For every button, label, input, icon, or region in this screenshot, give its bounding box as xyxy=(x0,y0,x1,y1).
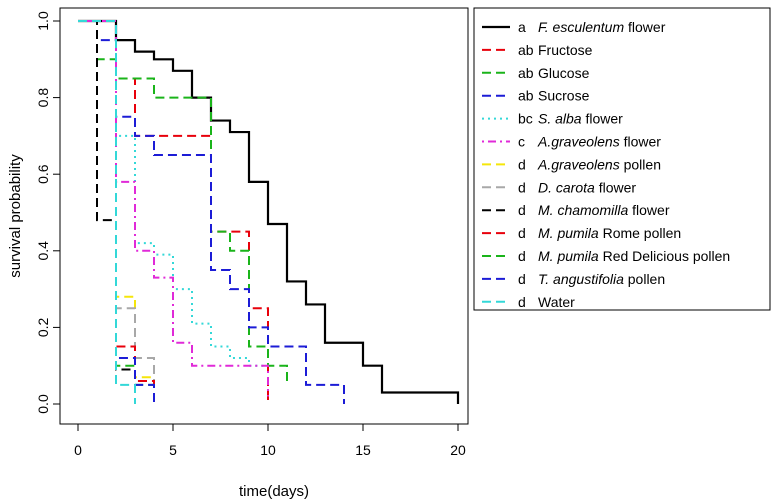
y-axis: 0.0 0.2 0.4 0.6 0.8 1.0 xyxy=(35,11,60,414)
legend-entry-11: d M. pumila Red Delicious pollen xyxy=(518,248,730,264)
legend-box xyxy=(473,7,771,311)
legend-label: Fructose xyxy=(538,42,593,58)
y-tick-label: 0.4 xyxy=(35,241,51,261)
legend-label: Water xyxy=(538,294,575,310)
legend-entry-3: ab Glucose xyxy=(518,65,590,81)
plot-frame xyxy=(59,7,469,425)
legend-suffix: flower xyxy=(624,19,666,35)
y-tick-label: 0.2 xyxy=(35,317,51,337)
legend-species: T. angustifolia xyxy=(538,271,624,287)
legend-species: M. pumila xyxy=(538,248,599,264)
x-tick-label: 5 xyxy=(169,442,177,458)
legend-label: Glucose xyxy=(538,65,590,81)
series-line-3 xyxy=(78,20,288,385)
legend-entry-6: c A.graveolens flower xyxy=(518,134,661,150)
series-line-4 xyxy=(78,20,345,404)
legend-group-letter: d xyxy=(518,156,526,172)
x-axis-title: time(days) xyxy=(239,483,309,500)
x-tick-label: 0 xyxy=(74,442,82,458)
legend-entry-7: d A.graveolens pollen xyxy=(518,156,661,172)
x-tick-label: 15 xyxy=(355,442,371,458)
legend-entry-5: bc S. alba flower xyxy=(518,111,623,127)
series-line-2 xyxy=(78,20,269,401)
legend-label: Sucrose xyxy=(538,88,590,104)
legend-suffix: flower xyxy=(595,179,637,195)
legend-group-letter: ab xyxy=(518,88,534,104)
legend-entry-10: d M. pumila Rome pollen xyxy=(518,225,681,241)
legend-suffix: pollen xyxy=(624,271,665,287)
legend-group-letter: d xyxy=(518,271,526,287)
legend-entry-8: d D. carota flower xyxy=(518,179,636,195)
legend-species: S. alba xyxy=(538,111,582,127)
x-tick-label: 20 xyxy=(450,442,466,458)
legend-suffix: flower xyxy=(582,111,624,127)
legend-group-letter: bc xyxy=(518,111,533,127)
legend-species: M. chamomilla xyxy=(538,202,628,218)
legend-group-letter: ab xyxy=(518,65,534,81)
y-tick-label: 0.6 xyxy=(35,164,51,184)
series-layer xyxy=(78,19,460,404)
legend-group-letter: d xyxy=(518,179,526,195)
legend-species: M. pumila xyxy=(538,225,599,241)
legend-species: D. carota xyxy=(538,179,595,195)
legend-entry-1: a F. esculentum flower xyxy=(518,19,666,35)
series-line-5 xyxy=(78,20,269,397)
legend-suffix: pollen xyxy=(620,156,661,172)
legend-group-letter: d xyxy=(518,294,526,310)
x-tick-label: 10 xyxy=(260,442,276,458)
legend-entry-13: d Water xyxy=(518,294,575,310)
legend-group-letter: d xyxy=(518,202,526,218)
y-tick-label: 0.8 xyxy=(35,88,51,108)
legend-group-letter: a xyxy=(518,19,526,35)
y-axis-title: survival probability xyxy=(7,154,24,278)
legend-suffix: Rome pollen xyxy=(599,225,682,241)
legend-entry-12: d T. angustifolia pollen xyxy=(518,271,665,287)
y-tick-label: 1.0 xyxy=(35,11,51,31)
legend-species: F. esculentum xyxy=(538,19,624,35)
legend-group-letter: d xyxy=(518,225,526,241)
legend-entry-2: ab Fructose xyxy=(518,42,593,58)
legend-group-letter: ab xyxy=(518,42,534,58)
legend-group-letter: d xyxy=(518,248,526,264)
y-tick-label: 0.0 xyxy=(35,394,51,414)
legend-group-letter: c xyxy=(518,134,525,150)
x-axis: 0 5 10 15 20 xyxy=(74,424,466,458)
legend-species: A.graveolens xyxy=(537,134,620,150)
series-line-13 xyxy=(78,20,136,404)
legend-entry-4: ab Sucrose xyxy=(518,88,590,104)
legend-suffix: flower xyxy=(628,202,670,218)
legend-suffix: Red Delicious pollen xyxy=(599,248,731,264)
legend-suffix: flower xyxy=(620,134,662,150)
legend-entry-9: d M. chamomilla flower xyxy=(518,202,670,218)
series-line-6 xyxy=(78,20,269,397)
series-line-1 xyxy=(78,19,460,404)
legend-species: A.graveolens xyxy=(537,156,620,172)
